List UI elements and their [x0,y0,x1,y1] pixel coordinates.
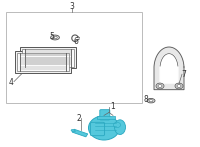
Bar [20,47,76,68]
Ellipse shape [115,120,126,135]
Ellipse shape [149,100,153,102]
Ellipse shape [53,36,57,39]
Text: 4: 4 [9,78,13,87]
Bar [6,12,142,103]
Circle shape [113,122,121,128]
Text: 1: 1 [111,102,115,111]
Ellipse shape [88,116,120,140]
Text: 5: 5 [50,31,54,41]
Polygon shape [154,47,184,90]
Circle shape [156,83,164,89]
Ellipse shape [147,98,155,103]
Circle shape [175,83,183,89]
FancyBboxPatch shape [100,110,110,120]
Ellipse shape [71,130,75,132]
Bar [22,49,74,67]
FancyBboxPatch shape [90,122,105,136]
Bar [97,116,115,119]
Polygon shape [72,129,88,137]
Text: 2: 2 [77,114,81,123]
Polygon shape [160,54,178,83]
Circle shape [158,85,162,87]
Circle shape [177,85,181,87]
Text: 8: 8 [144,95,148,105]
Text: 7: 7 [182,70,186,80]
Ellipse shape [51,35,59,40]
Bar [15,51,71,73]
Text: 6: 6 [74,37,78,46]
Text: 3: 3 [70,2,74,11]
Bar [17,53,69,71]
